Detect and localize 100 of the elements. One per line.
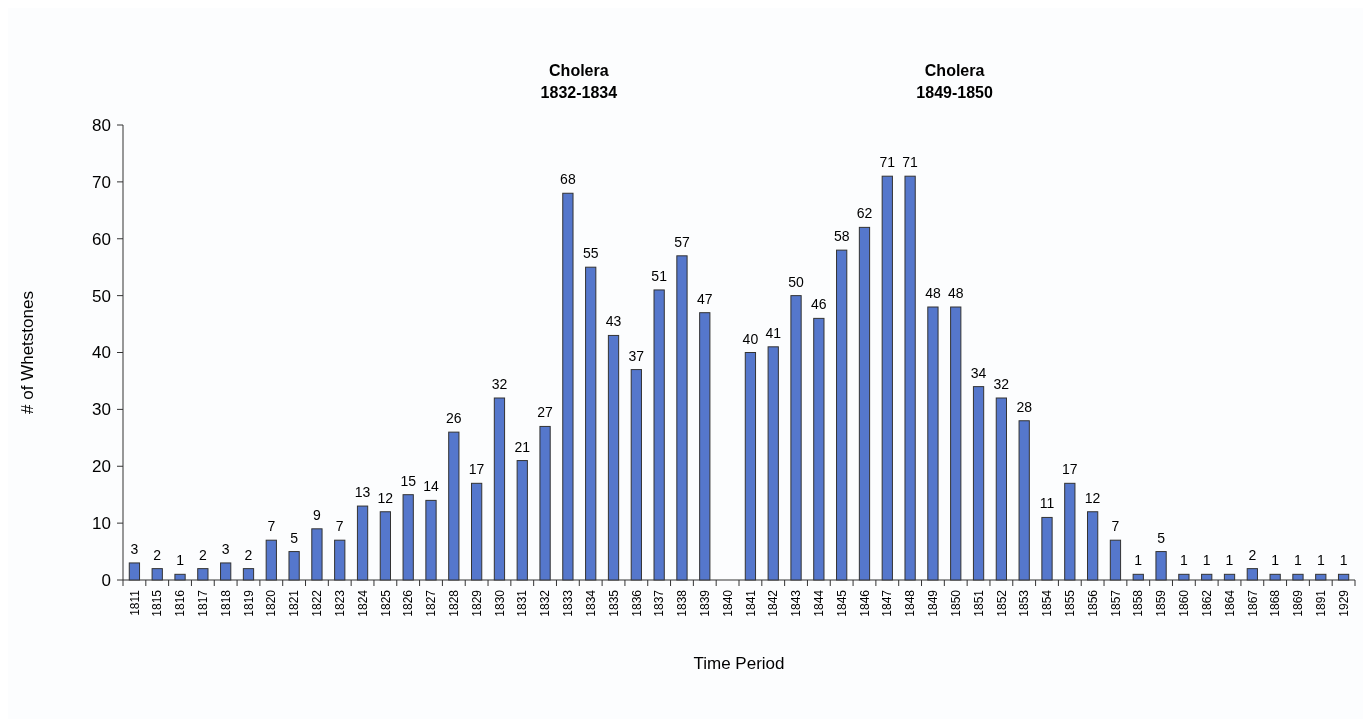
x-tick-label: 1848 <box>903 589 918 617</box>
x-tick-label: 1837 <box>652 589 667 617</box>
x-tick-label: 1833 <box>561 589 576 617</box>
x-tick-label: 1826 <box>401 589 416 617</box>
data-label: 2 <box>244 546 253 563</box>
x-tick-label: 1846 <box>857 589 872 617</box>
data-label: 71 <box>879 154 896 171</box>
data-label: 1 <box>1316 552 1325 569</box>
data-label: 27 <box>537 404 554 421</box>
data-label: 26 <box>446 410 462 427</box>
data-label: 50 <box>788 273 805 290</box>
data-label: 17 <box>468 461 485 478</box>
x-tick-label: 1815 <box>150 589 165 617</box>
text: Cholera 1832-1834 <box>540 62 618 101</box>
data-label: 1 <box>176 552 185 569</box>
data-label: 11 <box>1039 495 1055 512</box>
y-tick-label: 80 <box>92 115 111 135</box>
data-label: 37 <box>628 347 645 364</box>
data-label: 1 <box>1294 552 1303 569</box>
data-label: 3 <box>221 540 230 557</box>
text: Cholera 1849-1850 <box>916 62 993 101</box>
data-label: 71 <box>902 154 919 171</box>
x-tick-label: 1867 <box>1245 589 1260 617</box>
data-label: 17 <box>1062 461 1078 478</box>
x-tick-label: 1840 <box>720 589 735 617</box>
data-label: 58 <box>833 228 850 245</box>
x-tick-label: 1929 <box>1336 589 1351 617</box>
data-label: 32 <box>491 376 508 392</box>
x-tick-label: 1859 <box>1154 589 1169 617</box>
x-tick-label: 1891 <box>1313 589 1328 617</box>
x-tick-label: 1830 <box>492 589 507 617</box>
y-tick-label: 70 <box>92 172 111 192</box>
x-tick-label: 1829 <box>469 589 484 617</box>
x-tick-label: 1817 <box>196 589 211 617</box>
x-tick-label: 1857 <box>1108 589 1123 617</box>
x-tick-label: 1860 <box>1177 589 1192 617</box>
data-label: 7 <box>335 518 344 535</box>
x-tick-label: 1823 <box>332 589 347 617</box>
x-tick-label: 1853 <box>1017 589 1032 617</box>
x-tick-label: 1811 <box>127 589 142 616</box>
data-label: 21 <box>514 438 531 455</box>
y-axis-title: # of Whetstones <box>18 291 37 414</box>
x-tick-label: 1832 <box>538 589 553 617</box>
y-tick-label: 20 <box>92 457 111 477</box>
data-label: 1 <box>1271 552 1280 569</box>
x-tick-label: 1847 <box>880 589 895 617</box>
x-tick-label: 1822 <box>310 589 325 617</box>
x-tick-label: 1831 <box>515 589 530 617</box>
data-label: 12 <box>1084 489 1101 506</box>
data-label: 9 <box>313 506 322 523</box>
x-tick-label: 1849 <box>926 589 941 617</box>
x-tick-label: 1841 <box>743 589 758 617</box>
x-tick-label: 1858 <box>1131 589 1146 617</box>
data-label: 5 <box>1157 529 1166 546</box>
data-label: 41 <box>765 324 782 341</box>
y-tick-label: 60 <box>92 229 111 249</box>
data-label: 14 <box>423 478 439 495</box>
x-tick-label: 1821 <box>287 589 302 617</box>
data-label: 2 <box>153 546 162 563</box>
x-tick-label: 1842 <box>766 589 781 617</box>
data-label: 57 <box>674 233 690 250</box>
data-label: 40 <box>742 330 759 347</box>
x-tick-label: 1836 <box>629 589 644 617</box>
x-tick-label: 1864 <box>1222 589 1237 617</box>
x-tick-label: 1845 <box>834 589 849 617</box>
x-tick-label: 1851 <box>971 589 986 617</box>
x-tick-label: 1856 <box>1085 589 1100 617</box>
data-label: 2 <box>1248 546 1257 563</box>
data-label: 5 <box>290 529 299 546</box>
data-label: 7 <box>267 518 276 535</box>
data-label: 55 <box>582 245 599 262</box>
x-tick-label: 1835 <box>606 589 621 617</box>
x-tick-label: 1839 <box>697 589 712 617</box>
y-tick-label: 40 <box>92 343 111 363</box>
data-label: 48 <box>947 285 964 301</box>
data-label: 43 <box>605 313 622 330</box>
x-tick-label: 1828 <box>447 589 462 617</box>
data-label: 15 <box>400 472 417 489</box>
x-tick-label: 1816 <box>173 589 188 617</box>
x-tick-label: 1854 <box>1040 589 1055 617</box>
x-tick-label: 1819 <box>241 589 256 617</box>
data-label: 48 <box>925 285 941 301</box>
data-label: 34 <box>970 364 987 381</box>
x-tick-label: 1820 <box>264 589 279 617</box>
data-label: 68 <box>560 171 576 188</box>
x-tick-label: 1818 <box>218 589 233 617</box>
data-label: 51 <box>651 267 668 284</box>
x-tick-label: 1827 <box>424 589 439 617</box>
y-tick-label: 50 <box>92 286 111 306</box>
data-label: 7 <box>1111 518 1120 535</box>
data-label: 28 <box>1016 398 1033 415</box>
data-label: 62 <box>856 205 873 222</box>
x-axis-title: Time Period <box>693 654 785 673</box>
y-tick-label: 30 <box>92 400 111 420</box>
x-tick-label: 1838 <box>675 589 690 617</box>
x-tick-label: 1850 <box>948 589 963 617</box>
y-tick-label: 10 <box>92 514 111 534</box>
data-label: 1 <box>1134 552 1143 569</box>
data-label: 1 <box>1225 552 1234 569</box>
x-tick-label: 1852 <box>994 589 1009 617</box>
